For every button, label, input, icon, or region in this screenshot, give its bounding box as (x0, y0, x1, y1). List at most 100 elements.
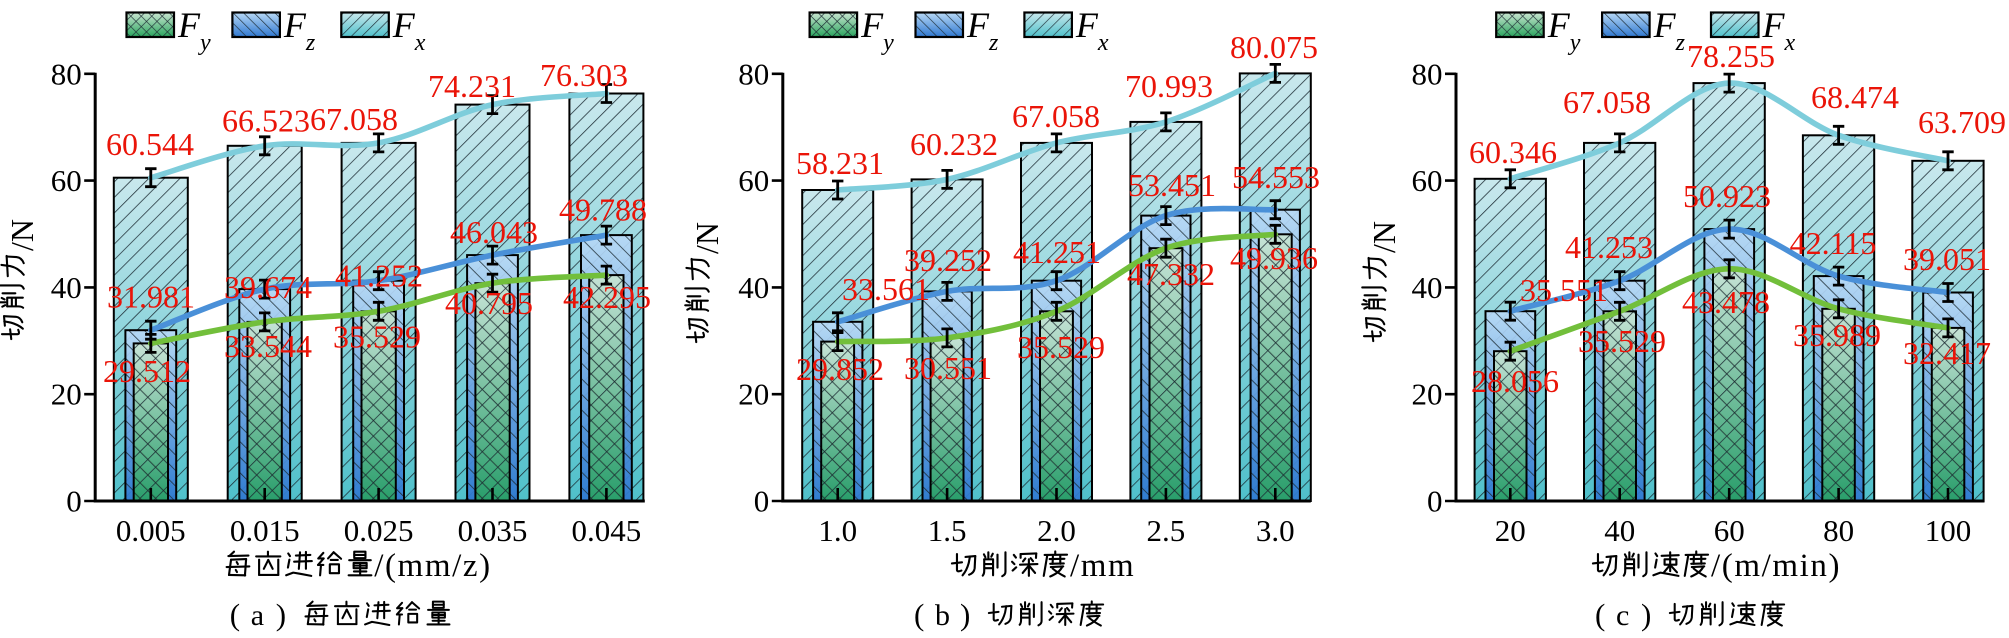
svg-text:a: a (251, 599, 264, 632)
svg-text:20: 20 (51, 377, 82, 412)
svg-text:80: 80 (738, 56, 769, 91)
svg-text:80: 80 (1823, 513, 1854, 548)
svg-text:54.553: 54.553 (1232, 159, 1320, 195)
svg-text:F: F (177, 5, 201, 45)
svg-text:/(mm/z): /(mm/z) (374, 548, 492, 584)
svg-text:100: 100 (1925, 513, 1972, 548)
svg-text:0.045: 0.045 (572, 513, 642, 548)
svg-text:39.051: 39.051 (1903, 241, 1991, 277)
svg-text:30.551: 30.551 (904, 350, 992, 386)
svg-text:39.674: 39.674 (224, 269, 312, 305)
svg-text:31.981: 31.981 (107, 279, 195, 315)
svg-text:40: 40 (1604, 513, 1635, 548)
svg-text:x: x (1784, 30, 1796, 56)
svg-text:): ) (1641, 597, 1651, 632)
svg-text:F: F (392, 5, 416, 45)
svg-text:60.232: 60.232 (910, 126, 998, 162)
svg-text:35.529: 35.529 (333, 319, 421, 355)
svg-text:63.709: 63.709 (1918, 104, 2006, 140)
svg-text:28.056: 28.056 (1471, 363, 1559, 399)
svg-text:): ) (960, 597, 970, 632)
svg-text:60: 60 (738, 163, 769, 198)
svg-text:60.346: 60.346 (1469, 134, 1557, 170)
svg-text:0: 0 (66, 484, 82, 519)
svg-text:40.795: 40.795 (445, 285, 533, 321)
svg-text:42.295: 42.295 (563, 279, 651, 315)
svg-text:60: 60 (51, 163, 82, 198)
svg-text:/N: /N (689, 222, 725, 254)
svg-text:F: F (1653, 5, 1677, 45)
svg-text:41.251: 41.251 (1013, 234, 1101, 270)
svg-text:(: ( (914, 597, 924, 632)
svg-text:35.989: 35.989 (1793, 317, 1881, 353)
svg-text:1.5: 1.5 (928, 513, 967, 548)
svg-text:32.417: 32.417 (1903, 335, 1991, 371)
svg-text:/mm: /mm (1070, 548, 1135, 584)
svg-text:y: y (1568, 30, 1581, 56)
svg-text:z: z (988, 30, 999, 56)
svg-text:/N: /N (1366, 221, 1402, 253)
svg-text:47.332: 47.332 (1127, 256, 1215, 292)
svg-text:29.852: 29.852 (796, 351, 884, 387)
svg-text:0: 0 (1427, 484, 1443, 519)
svg-text:80: 80 (1412, 56, 1443, 91)
svg-text:F: F (966, 5, 990, 45)
svg-text:46.043: 46.043 (450, 214, 538, 250)
svg-text:76.303: 76.303 (540, 57, 628, 93)
svg-text:0: 0 (754, 484, 770, 519)
svg-text:F: F (1762, 5, 1786, 45)
svg-text:80.075: 80.075 (1230, 29, 1318, 65)
svg-text:/N: /N (4, 219, 40, 251)
svg-text:67.058: 67.058 (1563, 84, 1651, 120)
svg-text:20: 20 (1495, 513, 1526, 548)
svg-text:F: F (860, 5, 884, 45)
svg-text:67.058: 67.058 (310, 101, 398, 137)
svg-text:60: 60 (1714, 513, 1745, 548)
svg-text:y: y (198, 30, 211, 56)
svg-text:39.252: 39.252 (904, 242, 992, 278)
svg-text:0.015: 0.015 (230, 513, 300, 548)
svg-text:60.544: 60.544 (106, 126, 194, 162)
svg-text:F: F (283, 5, 307, 45)
svg-text:41.253: 41.253 (1565, 229, 1653, 265)
svg-text:2.5: 2.5 (1147, 513, 1186, 548)
svg-text:F: F (1075, 5, 1099, 45)
svg-text:3.0: 3.0 (1256, 513, 1295, 548)
svg-text:b: b (935, 599, 950, 632)
svg-text:40: 40 (1412, 270, 1443, 305)
svg-text:58.231: 58.231 (796, 145, 884, 181)
svg-text:66.523: 66.523 (222, 103, 310, 139)
svg-text:33.561: 33.561 (842, 271, 930, 307)
svg-text:(: ( (1595, 597, 1605, 632)
svg-text:68.474: 68.474 (1811, 79, 1899, 115)
svg-text:53.451: 53.451 (1128, 167, 1216, 203)
svg-text:29.512: 29.512 (103, 353, 191, 389)
svg-text:0.035: 0.035 (458, 513, 528, 548)
svg-text:20: 20 (738, 377, 769, 412)
svg-text:2.0: 2.0 (1037, 513, 1076, 548)
svg-text:40: 40 (738, 270, 769, 305)
svg-text:z: z (305, 30, 316, 56)
svg-text:41.252: 41.252 (335, 258, 423, 294)
svg-text:x: x (414, 30, 426, 56)
svg-text:20: 20 (1412, 377, 1443, 412)
svg-text:/(m/min): /(m/min) (1711, 548, 1841, 584)
svg-text:50.923: 50.923 (1683, 178, 1771, 214)
svg-text:z: z (1675, 30, 1686, 56)
svg-text:): ) (276, 597, 286, 632)
svg-text:78.255: 78.255 (1687, 38, 1775, 74)
svg-text:F: F (1547, 5, 1571, 45)
svg-text:42.115: 42.115 (1790, 225, 1877, 261)
svg-text:y: y (881, 30, 894, 56)
svg-text:35.551: 35.551 (1520, 272, 1608, 308)
svg-text:74.231: 74.231 (428, 68, 516, 104)
svg-text:43.478: 43.478 (1682, 284, 1770, 320)
svg-text:1.0: 1.0 (818, 513, 857, 548)
svg-text:x: x (1097, 30, 1109, 56)
svg-text:70.993: 70.993 (1125, 68, 1213, 104)
svg-text:80: 80 (51, 56, 82, 91)
svg-text:67.058: 67.058 (1012, 98, 1100, 134)
svg-text:c: c (1616, 599, 1629, 632)
svg-text:40: 40 (51, 270, 82, 305)
svg-text:(: ( (230, 597, 240, 632)
